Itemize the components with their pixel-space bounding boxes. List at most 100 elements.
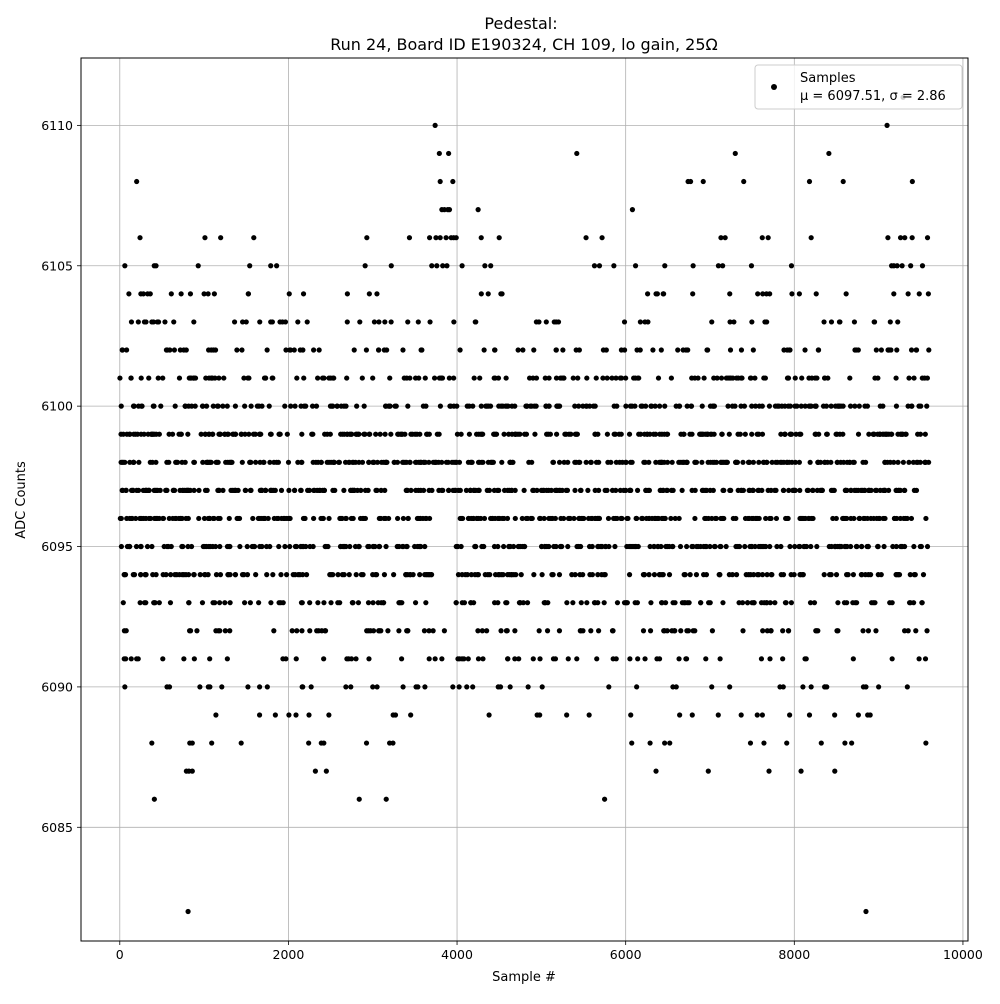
- data-point: [725, 375, 731, 381]
- data-point: [807, 459, 813, 465]
- data-point: [904, 684, 910, 690]
- data-point: [391, 459, 398, 465]
- data-point: [166, 684, 173, 690]
- data-point: [248, 403, 254, 409]
- data-point: [868, 572, 874, 578]
- data-point: [357, 319, 363, 325]
- data-point: [307, 628, 313, 634]
- data-point: [877, 515, 883, 522]
- data-point: [455, 572, 462, 578]
- data-point: [592, 403, 598, 409]
- data-point: [167, 600, 174, 606]
- data-point: [909, 235, 915, 241]
- data-point: [285, 459, 292, 465]
- data-point: [556, 487, 562, 493]
- data-point: [383, 796, 389, 802]
- data-point: [220, 403, 226, 409]
- data-point: [265, 515, 271, 522]
- data-point: [834, 628, 840, 634]
- data-point: [546, 375, 552, 381]
- data-point: [902, 543, 908, 550]
- data-point: [550, 459, 556, 465]
- data-point: [634, 487, 641, 493]
- data-point: [122, 263, 128, 269]
- data-point: [434, 263, 440, 269]
- data-point: [439, 375, 446, 381]
- data-point: [841, 459, 847, 465]
- data-point: [140, 291, 146, 297]
- data-point: [138, 375, 144, 381]
- data-point: [667, 740, 673, 746]
- data-point: [628, 712, 634, 718]
- data-point: [478, 515, 484, 522]
- data-point: [778, 572, 784, 578]
- data-point: [574, 150, 580, 157]
- data-point: [224, 403, 230, 409]
- data-point: [659, 459, 665, 465]
- data-point: [889, 431, 895, 437]
- data-point: [448, 403, 454, 409]
- data-point: [128, 487, 135, 493]
- data-point: [717, 656, 723, 662]
- data-point: [904, 515, 910, 522]
- data-point: [373, 431, 379, 437]
- data-point: [922, 459, 928, 465]
- data-point: [718, 515, 724, 522]
- data-point: [321, 656, 327, 662]
- data-point: [168, 572, 174, 578]
- data-point: [639, 515, 646, 522]
- data-point: [135, 319, 141, 325]
- data-point: [694, 543, 700, 550]
- data-point: [759, 235, 765, 241]
- data-point: [221, 375, 227, 381]
- data-point: [673, 684, 679, 690]
- data-point: [731, 319, 737, 325]
- data-point: [437, 403, 444, 409]
- data-points: [117, 94, 932, 915]
- data-point: [181, 656, 187, 662]
- data-point: [275, 515, 281, 522]
- data-point: [812, 375, 818, 381]
- data-point: [673, 403, 679, 409]
- data-point: [741, 178, 747, 185]
- data-point: [321, 740, 327, 746]
- data-point: [118, 543, 124, 550]
- data-point: [872, 375, 878, 381]
- data-point: [668, 375, 674, 381]
- data-point: [913, 347, 919, 353]
- data-point: [662, 263, 668, 269]
- data-point: [374, 459, 381, 465]
- data-point: [405, 319, 411, 325]
- data-point: [123, 487, 129, 493]
- data-point: [629, 403, 635, 409]
- data-point: [854, 543, 860, 550]
- data-point: [365, 487, 371, 493]
- data-point: [348, 431, 354, 437]
- data-point: [758, 656, 765, 662]
- data-point: [826, 150, 832, 157]
- data-point: [267, 459, 273, 465]
- data-point: [599, 543, 605, 550]
- data-point: [415, 684, 421, 690]
- data-point: [398, 431, 404, 437]
- data-point: [832, 403, 839, 409]
- data-point: [553, 347, 559, 353]
- data-point: [400, 684, 406, 690]
- data-point: [239, 319, 246, 325]
- data-point: [414, 431, 420, 437]
- data-point: [413, 459, 420, 465]
- data-point: [160, 515, 166, 522]
- data-point: [821, 319, 827, 325]
- data-point: [191, 459, 198, 465]
- data-point: [243, 319, 249, 325]
- data-point: [763, 291, 770, 297]
- data-point: [718, 235, 724, 241]
- data-point: [192, 375, 199, 381]
- data-point: [685, 347, 691, 353]
- data-point: [153, 515, 159, 522]
- data-point: [786, 487, 792, 493]
- data-point: [253, 459, 259, 465]
- data-point: [281, 515, 287, 522]
- data-point: [890, 543, 896, 550]
- data-point: [893, 543, 900, 550]
